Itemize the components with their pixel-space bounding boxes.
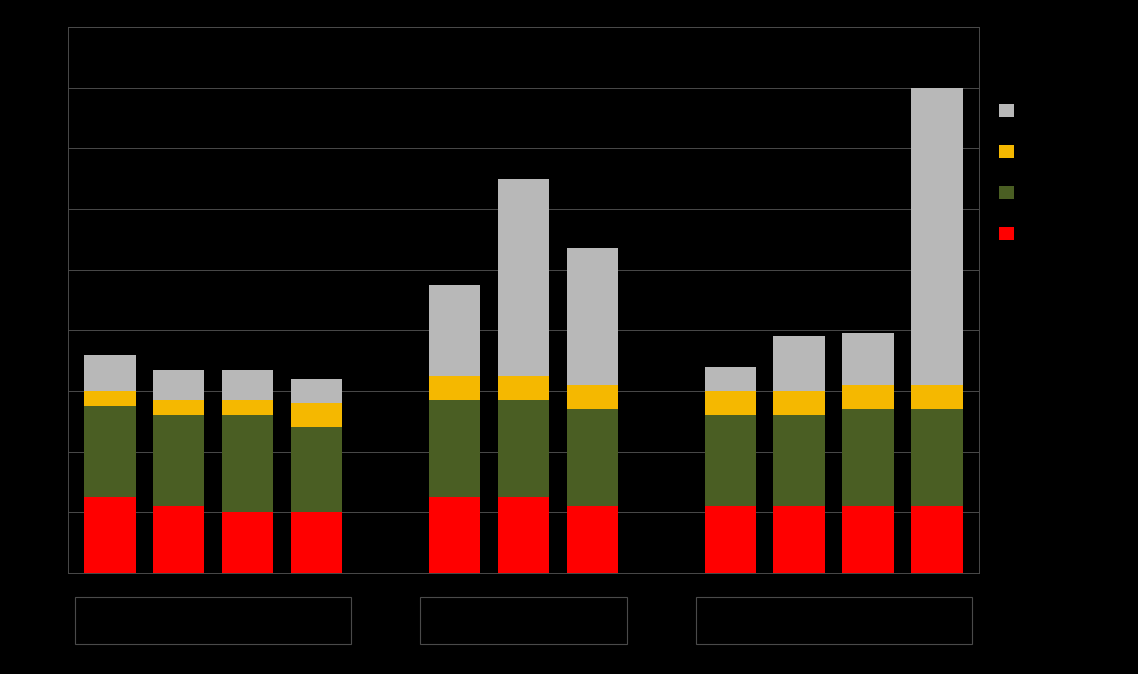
- Bar: [84, 355, 135, 391]
- Bar: [567, 249, 618, 385]
- Bar: [222, 512, 273, 573]
- Bar: [912, 409, 963, 506]
- Bar: [152, 369, 205, 400]
- Bar: [497, 376, 550, 400]
- Bar: [84, 391, 135, 406]
- Bar: [497, 179, 550, 376]
- Bar: [774, 506, 825, 573]
- Bar: [290, 403, 343, 427]
- Bar: [84, 406, 135, 497]
- Bar: [222, 369, 273, 400]
- Legend: , , , : , , ,: [993, 98, 1025, 246]
- Bar: [152, 400, 205, 415]
- Bar: [152, 506, 205, 573]
- Bar: [497, 400, 550, 497]
- Bar: [290, 512, 343, 573]
- Bar: [704, 506, 757, 573]
- Bar: [842, 506, 894, 573]
- Bar: [429, 400, 480, 497]
- Bar: [704, 367, 757, 391]
- Bar: [696, 597, 972, 644]
- Bar: [842, 409, 894, 506]
- Bar: [222, 400, 273, 415]
- Bar: [912, 88, 963, 385]
- Bar: [152, 415, 205, 506]
- Bar: [429, 497, 480, 573]
- Bar: [75, 597, 351, 644]
- Bar: [84, 497, 135, 573]
- Bar: [704, 415, 757, 506]
- Bar: [290, 427, 343, 512]
- Bar: [704, 391, 757, 415]
- Bar: [222, 415, 273, 512]
- Bar: [429, 284, 480, 376]
- Bar: [842, 385, 894, 409]
- Bar: [774, 391, 825, 415]
- Bar: [567, 385, 618, 409]
- Bar: [429, 376, 480, 400]
- Bar: [912, 506, 963, 573]
- Bar: [842, 333, 894, 385]
- Bar: [567, 506, 618, 573]
- Bar: [774, 415, 825, 506]
- Bar: [420, 597, 627, 644]
- Bar: [567, 409, 618, 506]
- Bar: [497, 497, 550, 573]
- Bar: [290, 379, 343, 403]
- Bar: [774, 336, 825, 391]
- Bar: [912, 385, 963, 409]
